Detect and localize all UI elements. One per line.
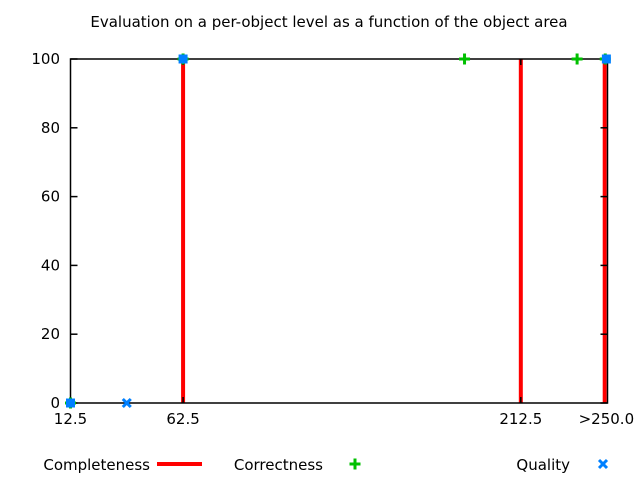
plot-border xyxy=(69,58,609,404)
legend-line-sample-icon xyxy=(157,462,202,466)
chart-title: Evaluation on a per-object level as a fu… xyxy=(90,13,568,31)
y-tick-label: 20 xyxy=(41,325,60,343)
legend-label-quality: Quality xyxy=(516,456,570,474)
legend-label-completeness: Completeness xyxy=(43,456,150,474)
square-marker-icon xyxy=(178,54,188,64)
square-marker-icon xyxy=(601,54,611,64)
y-tick-label: 100 xyxy=(31,50,60,68)
x-marker-icon xyxy=(121,397,132,409)
plus-marker-icon xyxy=(353,458,357,470)
legend-label-correctness: Correctness xyxy=(233,456,323,474)
x-tick-label: 62.5 xyxy=(166,410,199,428)
y-tick-label: 40 xyxy=(41,256,60,274)
x-marker-icon xyxy=(597,458,609,470)
y-tick-label: 60 xyxy=(41,188,60,206)
y-tick-label: 0 xyxy=(50,394,60,412)
square-marker-icon xyxy=(66,398,75,408)
y-tick-label: 80 xyxy=(41,119,60,137)
x-tick-label: >250.0 xyxy=(579,410,635,428)
x-tick-label: 212.5 xyxy=(499,410,542,428)
legend-x-marker-icon xyxy=(597,458,609,470)
plus-marker-icon xyxy=(575,53,579,65)
x-tick-label: 12.5 xyxy=(54,410,87,428)
legend-plus-marker-icon xyxy=(349,458,361,470)
plus-marker-icon xyxy=(463,53,467,65)
